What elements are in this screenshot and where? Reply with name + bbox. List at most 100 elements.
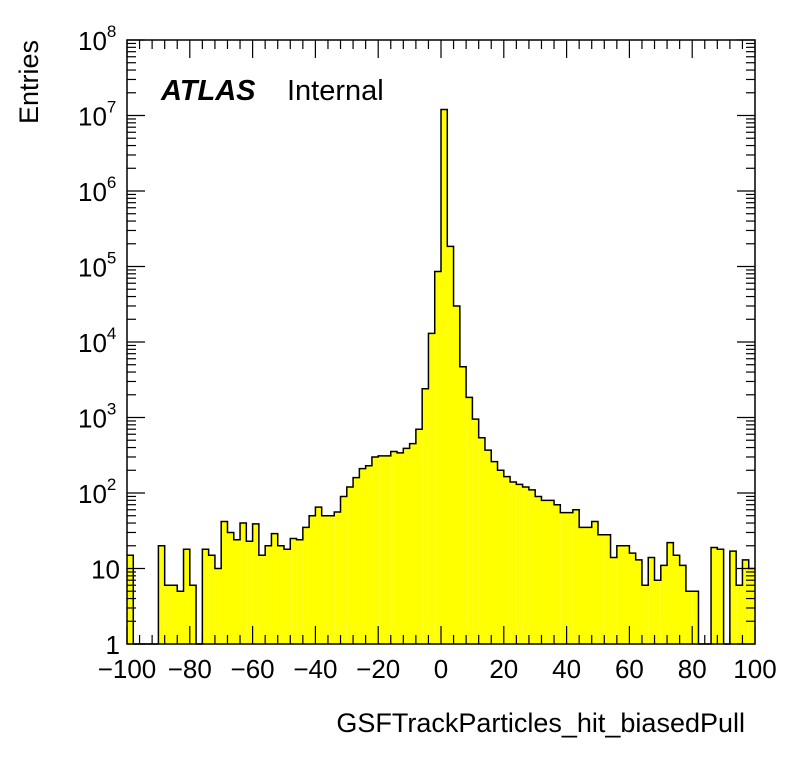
- histogram-bars: [127, 109, 755, 645]
- y-tick-label: 106: [78, 173, 116, 207]
- histogram-bar: [346, 487, 354, 644]
- histogram-bar: [748, 568, 755, 644]
- x-tick-label: 100: [733, 654, 776, 684]
- histogram-bar: [189, 585, 197, 644]
- x-tick-label: −60: [231, 654, 275, 684]
- histogram-bar: [359, 468, 366, 644]
- histogram-bar: [214, 568, 222, 644]
- histogram-bar: [484, 450, 492, 644]
- histogram-bar: [598, 534, 605, 644]
- histogram-bar: [302, 527, 310, 644]
- histogram-bar: [466, 397, 473, 644]
- histogram-bar: [472, 419, 479, 644]
- histogram-bar: [572, 509, 580, 644]
- histogram-bar: [503, 476, 511, 644]
- x-tick-label: 40: [552, 654, 581, 684]
- histogram-bar: [202, 549, 209, 644]
- histogram-bar: [208, 555, 215, 644]
- y-tick-label: 1: [106, 630, 120, 660]
- histogram-bar: [685, 591, 693, 644]
- histogram-bar: [158, 545, 165, 644]
- histogram-bar: [635, 559, 642, 644]
- histogram-bar: [648, 557, 655, 644]
- histogram-bar: [290, 538, 297, 644]
- histogram-bar: [667, 542, 674, 644]
- y-axis-title: Entries: [14, 40, 44, 124]
- histogram-bar: [497, 470, 504, 644]
- histogram-bar: [177, 591, 184, 644]
- histogram-bar: [334, 512, 341, 644]
- histogram-bar: [566, 512, 573, 644]
- histogram-bar: [692, 591, 699, 644]
- histogram-bar: [629, 553, 636, 644]
- histogram-bar: [164, 585, 171, 644]
- histogram-bar: [717, 549, 724, 644]
- y-tick-label: 107: [78, 98, 116, 132]
- histogram-bar: [340, 496, 347, 644]
- y-tick-label: 103: [78, 400, 116, 434]
- histogram-bar: [415, 429, 423, 644]
- x-tick-label: −20: [356, 654, 400, 684]
- histogram-bar: [277, 545, 284, 644]
- histogram-bar: [729, 551, 737, 644]
- internal-label: Internal: [287, 75, 384, 107]
- histogram-bar: [616, 545, 624, 644]
- histogram-bar: [384, 455, 391, 644]
- histogram-bar: [528, 489, 536, 644]
- histogram-bar: [371, 456, 379, 644]
- histogram-bar: [547, 500, 555, 644]
- histogram-outline: [127, 108, 755, 645]
- y-tick-label: 102: [78, 475, 116, 509]
- histogram-bar: [258, 555, 266, 644]
- histogram-bar: [315, 507, 322, 644]
- histogram-bar: [409, 443, 416, 644]
- histogram-bar: [516, 484, 523, 644]
- histogram-bar: [654, 580, 661, 644]
- x-tick-label: −80: [168, 654, 212, 684]
- histogram-bar: [127, 555, 134, 644]
- histogram-bar: [560, 512, 567, 644]
- histogram-bar: [183, 549, 190, 644]
- histogram-bar: [309, 515, 316, 644]
- histogram-bar: [246, 541, 253, 644]
- histogram-bar: [579, 527, 586, 644]
- histogram-bar: [221, 521, 228, 644]
- x-tick-label: −100: [98, 654, 157, 684]
- histogram-bar: [252, 523, 259, 644]
- histogram-bar: [441, 109, 448, 645]
- histogram-bar: [491, 461, 498, 644]
- histogram-bar: [284, 549, 291, 644]
- histogram-bar: [679, 565, 686, 644]
- y-tick-labels: 1 10 102 103 104 105 106 107 108: [78, 22, 120, 660]
- x-axis-title: GSFTrackParticles_hit_biasedPull: [336, 708, 745, 738]
- histogram-bar: [378, 455, 385, 644]
- histogram-bar: [742, 559, 749, 644]
- y-tick-label: 104: [78, 324, 116, 358]
- histogram-bar: [711, 547, 718, 644]
- histogram-bar: [660, 565, 668, 644]
- histogram-bar: [453, 305, 460, 644]
- histogram-bar: [428, 333, 435, 644]
- histogram-bar: [478, 437, 485, 644]
- histogram-bar: [641, 585, 649, 644]
- histogram-bar: [227, 532, 234, 644]
- histogram-bar: [170, 585, 178, 644]
- histogram-bar: [736, 585, 743, 644]
- x-tick-label: 80: [678, 654, 707, 684]
- y-tick-label: 108: [78, 22, 116, 56]
- histogram-bar: [610, 557, 617, 644]
- histogram-bar: [397, 452, 404, 644]
- histogram-bar: [541, 500, 548, 644]
- histogram-bar: [353, 477, 360, 644]
- x-tick-label: 20: [489, 654, 518, 684]
- histogram-bar: [422, 388, 429, 644]
- y-tick-label: 10: [91, 555, 120, 585]
- histogram-bar: [522, 487, 529, 644]
- x-tick-label: 0: [434, 654, 448, 684]
- histogram-bar: [554, 504, 561, 644]
- x-tick-labels: −100 −80 −60 −40 −20 0 20 40 60 80 100: [98, 654, 777, 684]
- histogram-bar: [327, 515, 335, 644]
- histogram-bar: [403, 448, 410, 644]
- histogram-bar: [296, 539, 303, 644]
